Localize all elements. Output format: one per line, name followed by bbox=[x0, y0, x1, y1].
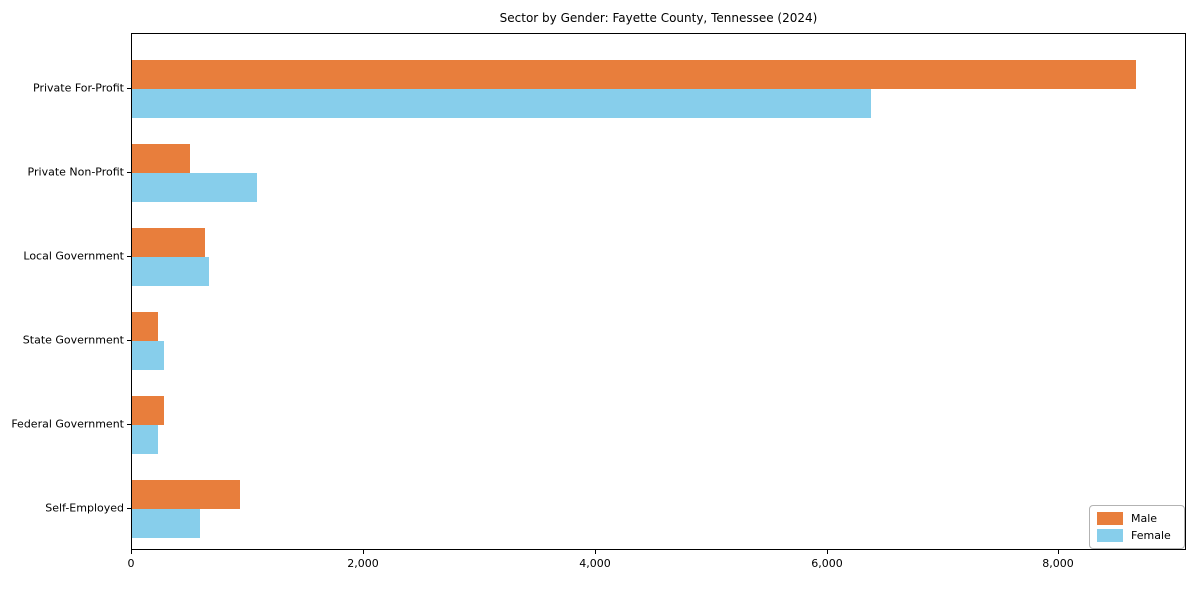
ytick-label-federal-government: Federal Government bbox=[11, 417, 124, 431]
bar-female-self-employed bbox=[132, 509, 200, 538]
legend: Male Female bbox=[1089, 505, 1185, 549]
plot-area: Male Female bbox=[131, 33, 1186, 550]
xtick-label-0: 0 bbox=[127, 557, 135, 570]
ytick-mark bbox=[127, 88, 131, 89]
legend-swatch-male bbox=[1097, 512, 1123, 525]
ytick-mark bbox=[127, 508, 131, 509]
ytick-label-local-government: Local Government bbox=[23, 249, 124, 263]
ytick-mark bbox=[127, 340, 131, 341]
ytick-mark bbox=[127, 424, 131, 425]
xtick-label-2-000: 2,000 bbox=[347, 557, 379, 570]
bar-female-local-government bbox=[132, 257, 209, 286]
bar-male-federal-government bbox=[132, 396, 164, 425]
bar-male-private-non-profit bbox=[132, 144, 190, 173]
xtick-label-4-000: 4,000 bbox=[579, 557, 611, 570]
bar-female-private-non-profit bbox=[132, 173, 257, 202]
chart-title: Sector by Gender: Fayette County, Tennes… bbox=[499, 11, 818, 25]
legend-swatch-female bbox=[1097, 529, 1123, 542]
xtick-label-6-000: 6,000 bbox=[811, 557, 843, 570]
bar-female-state-government bbox=[132, 341, 164, 370]
xtick-mark bbox=[131, 550, 132, 554]
ytick-mark bbox=[127, 256, 131, 257]
xtick-mark bbox=[1058, 550, 1059, 554]
legend-label-female: Female bbox=[1131, 529, 1171, 542]
xtick-mark bbox=[363, 550, 364, 554]
bar-female-federal-government bbox=[132, 425, 158, 454]
ytick-label-state-government: State Government bbox=[22, 333, 124, 347]
legend-item-male: Male bbox=[1097, 512, 1177, 525]
ytick-label-private-for-profit: Private For-Profit bbox=[33, 81, 124, 95]
ytick-mark bbox=[127, 172, 131, 173]
xtick-mark bbox=[595, 550, 596, 554]
legend-label-male: Male bbox=[1131, 512, 1158, 525]
bar-male-self-employed bbox=[132, 480, 240, 509]
ytick-label-private-non-profit: Private Non-Profit bbox=[27, 165, 124, 179]
xtick-mark bbox=[827, 550, 828, 554]
bar-male-private-for-profit bbox=[132, 60, 1136, 89]
bar-female-private-for-profit bbox=[132, 89, 871, 118]
bar-male-state-government bbox=[132, 312, 158, 341]
bar-male-local-government bbox=[132, 228, 205, 257]
xtick-label-8-000: 8,000 bbox=[1042, 557, 1074, 570]
legend-item-female: Female bbox=[1097, 529, 1177, 542]
ytick-label-self-employed: Self-Employed bbox=[45, 501, 124, 515]
